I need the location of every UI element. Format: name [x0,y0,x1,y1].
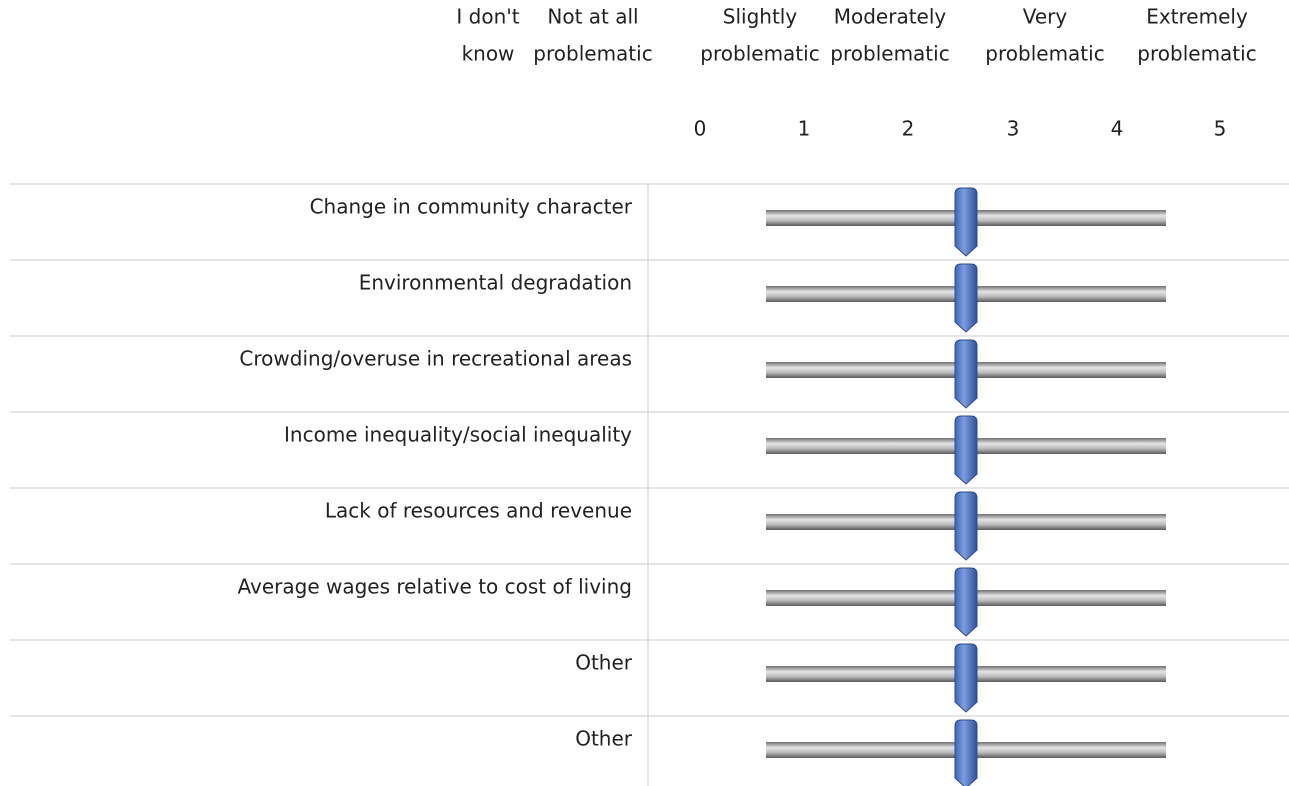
column-label: Extremely [1146,5,1248,29]
slider-handle[interactable] [954,567,978,637]
column-label: I don't [456,5,519,29]
column-label: problematic [985,42,1104,66]
column-label: problematic [533,42,652,66]
row-label: Other [575,651,633,675]
column-label: problematic [830,42,949,66]
row-label: Lack of resources and revenue [325,499,632,523]
slider-handle[interactable] [954,491,978,561]
column-label: problematic [1137,42,1256,66]
slider-handle[interactable] [954,719,978,786]
slider-handle[interactable] [954,187,978,257]
row-label: Environmental degradation [359,271,632,295]
scale-number: 3 [1007,117,1020,141]
column-label: Moderately [834,5,947,29]
slider-handle[interactable] [954,339,978,409]
row-label: Income inequality/social inequality [284,423,632,447]
row-label: Crowding/overuse in recreational areas [239,347,632,371]
column-label: Not at all [547,5,638,29]
column-label: Very [1023,5,1068,29]
column-label: know [462,42,515,66]
row-label: Average wages relative to cost of living [238,575,632,599]
row-label: Change in community character [310,195,633,219]
scale-number: 5 [1214,117,1227,141]
column-label: Slightly [723,5,798,29]
slider-handle[interactable] [954,643,978,713]
scale-number: 0 [694,117,707,141]
row-label: Other [575,727,633,751]
column-label: problematic [700,42,819,66]
scale-number: 2 [902,117,915,141]
slider-handle[interactable] [954,415,978,485]
slider-handle[interactable] [954,263,978,333]
scale-number: 1 [798,117,811,141]
scale-number: 4 [1111,117,1124,141]
